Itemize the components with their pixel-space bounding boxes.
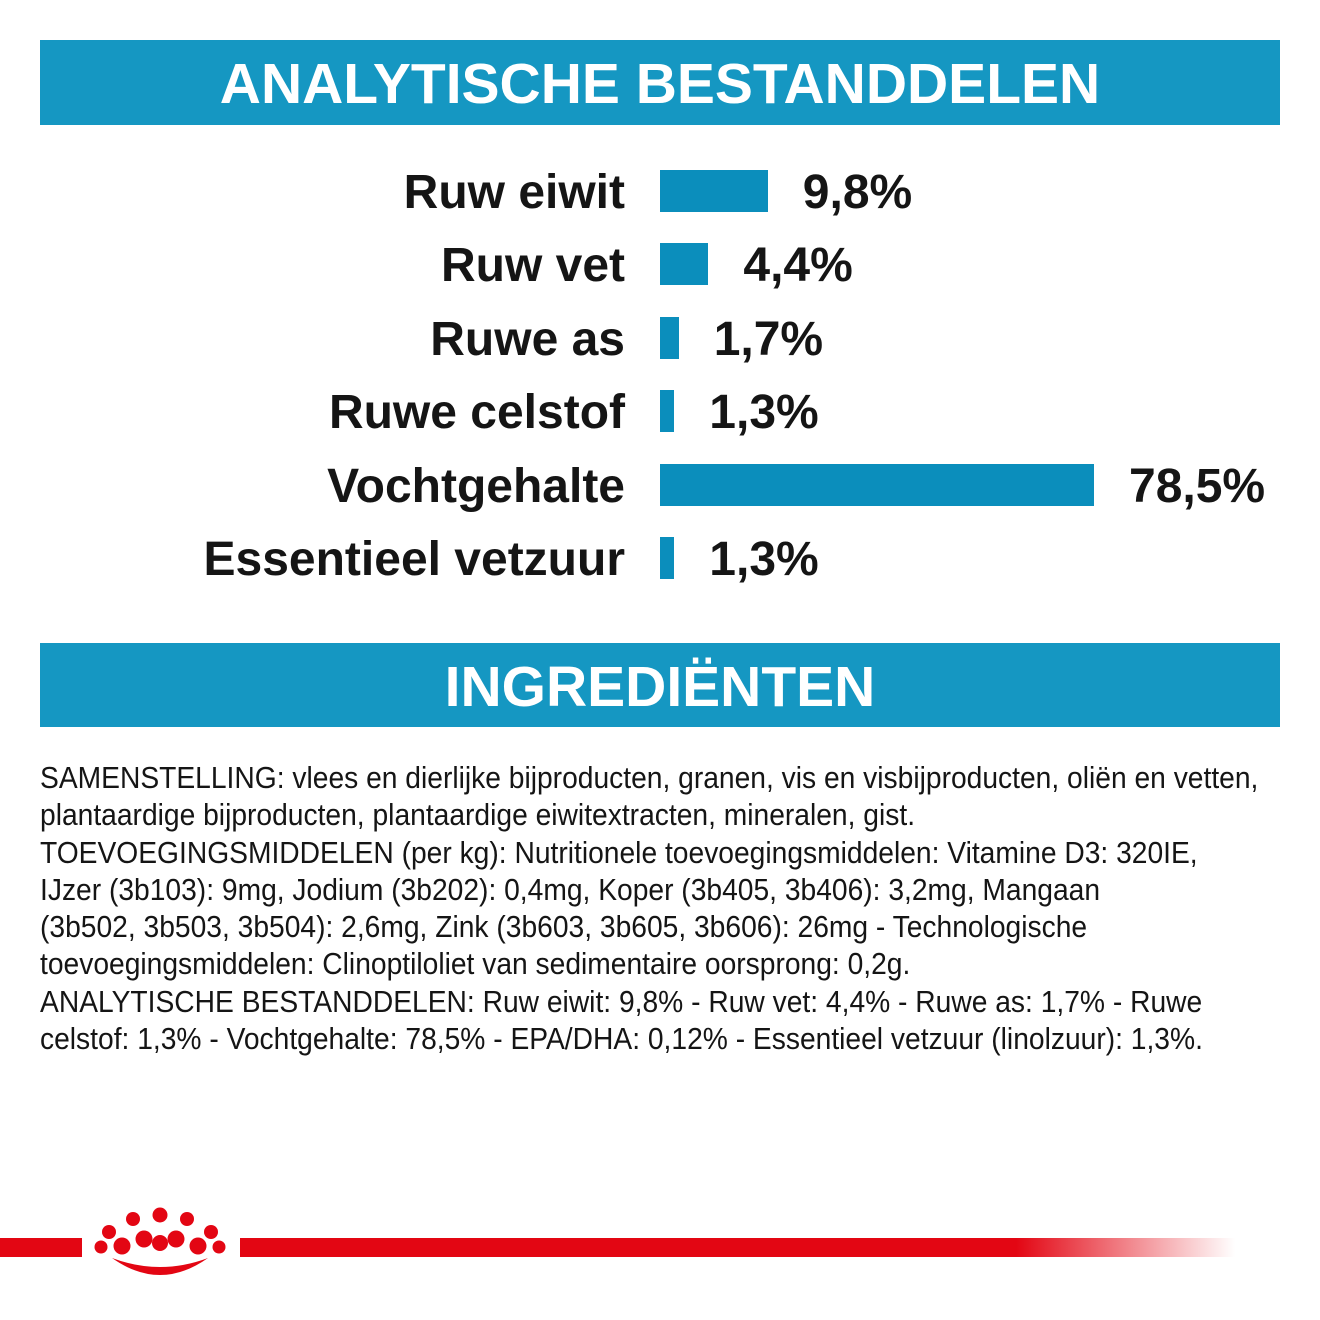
ingredients-composition-text: SAMENSTELLING: vlees en dierlijke bijpro… — [40, 759, 1280, 1057]
value-label: 4,4% — [743, 239, 853, 293]
value-bar — [660, 463, 1094, 506]
chart-row: Ruw eiwit 9,8% — [0, 166, 1320, 219]
category-label: Essentieel vetzuur — [203, 533, 626, 586]
value-bar — [660, 243, 709, 286]
value-bar — [660, 316, 679, 359]
crown-dot — [126, 1212, 140, 1226]
ingredients-header-banner: INGREDIËNTEN — [40, 643, 1280, 727]
category-label: Ruwe celstof — [328, 386, 625, 440]
value-label: 1,7% — [713, 312, 824, 366]
crown-dot — [135, 1230, 153, 1248]
chart-row: Ruwe celstof 1,3% — [0, 386, 1320, 440]
crown-dot — [94, 1240, 108, 1254]
crown-dot — [212, 1240, 226, 1254]
category-label: Ruw eiwit — [403, 166, 625, 219]
analysis-header-title: ANALYTISCHE BESTANDDELEN — [219, 52, 1101, 116]
composition-line: toevoegingsmiddelen: Clinoptiloliet van … — [40, 946, 911, 982]
chart-row: Ruwe as 1,7% — [0, 312, 1320, 366]
crown-dot — [152, 1207, 168, 1223]
nutrient-bar-chart: Ruw eiwit 9,8% Ruw vet 4,4% Ruwe as 1,7% Ruwe … — [0, 166, 1320, 586]
crown-dot — [152, 1235, 168, 1251]
value-bar — [660, 170, 768, 212]
crown-dot — [180, 1212, 194, 1226]
chart-row: Vochtgehalte 78,5% — [0, 459, 1320, 513]
value-label: 1,3% — [709, 533, 819, 586]
crown-band — [112, 1258, 208, 1275]
composition-line: ANALYTISCHE BESTANDDELEN: Ruw eiwit: 9,8… — [40, 983, 1203, 1019]
value-bar — [660, 537, 675, 579]
royal-canin-crown-icon — [94, 1207, 226, 1275]
composition-line: celstof: 1,3% - Vochtgehalte: 78,5% - EP… — [40, 1021, 1203, 1057]
composition-line: TOEVOEGINGSMIDDELEN (per kg): Nutritione… — [40, 834, 1198, 870]
brand-stripe-left — [0, 1238, 82, 1257]
chart-row: Essentieel vetzuur 1,3% — [0, 533, 1320, 586]
analysis-header-banner: ANALYTISCHE BESTANDDELEN — [40, 40, 1280, 125]
composition-line: IJzer (3b103): 9mg, Jodium (3b202): 0,4m… — [40, 871, 1101, 907]
crown-dot — [204, 1225, 218, 1239]
value-label: 9,8% — [802, 166, 913, 219]
composition-line: plantaardige bijproducten, plantaardige … — [40, 797, 916, 833]
value-label: 1,3% — [709, 386, 819, 440]
category-label: Ruwe as — [430, 312, 625, 366]
category-label: Vochtgehalte — [327, 459, 625, 513]
crown-dot — [113, 1237, 131, 1255]
category-label: Ruw vet — [440, 239, 625, 293]
value-label: 78,5% — [1129, 459, 1266, 513]
composition-line: (3b502, 3b503, 3b504): 2,6mg, Zink (3b60… — [40, 909, 1088, 945]
brand-stripe-right — [240, 1238, 1235, 1257]
crown-dot — [102, 1225, 116, 1239]
composition-line: SAMENSTELLING: vlees en dierlijke bijpro… — [40, 760, 1259, 795]
ingredients-header-title: INGREDIËNTEN — [444, 654, 876, 719]
chart-row: Ruw vet 4,4% — [0, 239, 1320, 293]
value-bar — [660, 390, 675, 433]
crown-dot — [167, 1230, 185, 1248]
crown-dot — [189, 1237, 207, 1255]
